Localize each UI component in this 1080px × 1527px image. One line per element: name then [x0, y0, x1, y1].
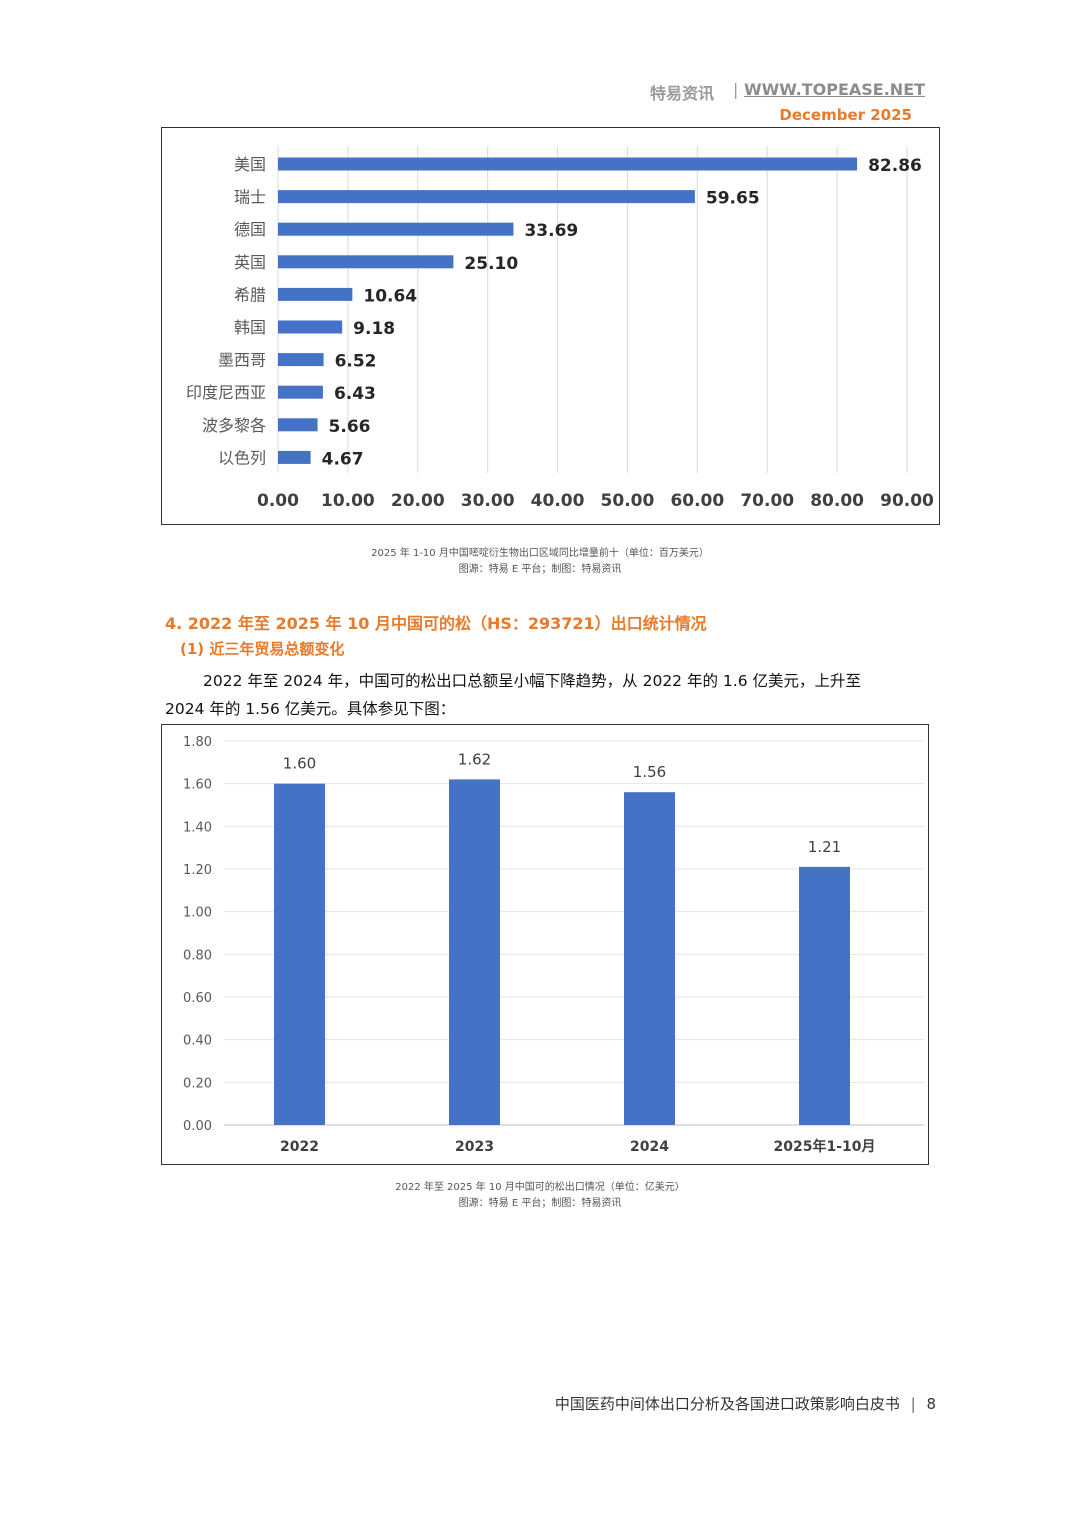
- chart1-bar: [278, 287, 353, 301]
- footer-title: 中国医药中间体出口分析及各国进口政策影响白皮书: [554, 1395, 900, 1413]
- chart1-x-tick-label: 90.00: [880, 491, 934, 511]
- chart2-data-label: 1.60: [283, 755, 316, 773]
- chart2-y-tick-label: 1.40: [183, 820, 212, 835]
- chart2-caption: 2022 年至 2025 年 10 月中国可的松出口情况（单位：亿美元） 图源：…: [0, 1180, 1080, 1212]
- chart2-data-label: 1.62: [458, 750, 491, 768]
- chart1-category-label: 墨西哥: [218, 351, 266, 370]
- chart1-x-tick-label: 30.00: [461, 491, 515, 511]
- chart1-data-label: 6.43: [334, 384, 376, 404]
- chart2-bar: [624, 792, 675, 1125]
- chart1-bar: [278, 418, 318, 432]
- chart1-category-label: 德国: [234, 220, 266, 239]
- header-separator: |: [733, 80, 739, 99]
- chart2-y-tick-label: 1.20: [183, 863, 212, 878]
- chart1-bar: [278, 190, 695, 204]
- chart2-bar: [449, 779, 500, 1125]
- page-number: 8: [926, 1395, 936, 1413]
- chart2-bar: [274, 783, 325, 1125]
- chart2-x-category-label: 2025年1-10月: [774, 1138, 876, 1155]
- chart1-data-label: 10.64: [363, 286, 417, 306]
- chart1-x-tick-label: 50.00: [601, 491, 655, 511]
- chart1-bar: [278, 320, 343, 334]
- chart1-category-label: 波多黎各: [202, 416, 266, 435]
- chart2-data-label: 1.21: [808, 838, 841, 856]
- chart1-x-tick-label: 60.00: [670, 491, 724, 511]
- chart1-caption-title: 2025 年 1-10 月中国嘧啶衍生物出口区域同比增量前十（单位：百万美元）: [371, 548, 709, 559]
- chart2-frame: 0.00 0.20 0.40 0.60 0.80 1.00 1.20 1.40 1.60 1.80…: [161, 724, 929, 1165]
- chart1-category-label: 印度尼西亚: [186, 383, 266, 402]
- chart2-y-tick-label: 0.20: [183, 1076, 212, 1091]
- chart2-data-label: 1.56: [633, 763, 666, 781]
- chart1-x-tick-label: 10.00: [321, 491, 375, 511]
- chart1-bar: [278, 157, 858, 171]
- chart2-caption-title: 2022 年至 2025 年 10 月中国可的松出口情况（单位：亿美元）: [395, 1182, 685, 1193]
- chart1-data-label: 5.66: [329, 417, 371, 437]
- chart1-data-label: 82.86: [868, 156, 922, 176]
- header-brand: 特易资讯: [650, 84, 715, 103]
- section-subheading: (1) 近三年贸易总额变化: [180, 640, 345, 658]
- footer: 中国医药中间体出口分析及各国进口政策影响白皮书 | 8: [555, 1393, 936, 1414]
- chart2-x-category-label: 2023: [455, 1139, 494, 1155]
- chart1-caption-source: 图源：特易 E 平台；制图：特易资讯: [458, 564, 622, 575]
- chart1-category-label: 英国: [234, 253, 266, 272]
- chart1-bar: [278, 450, 311, 464]
- chart2-vertical-bar: 0.00 0.20 0.40 0.60 0.80 1.00 1.20 1.40 1.60 1.80…: [183, 735, 924, 1155]
- chart1-data-label: 4.67: [322, 449, 364, 469]
- chart1-data-label: 59.65: [706, 189, 760, 209]
- chart2-y-tick-label: 0.40: [183, 1034, 212, 1049]
- chart1-x-tick-label: 0.00: [257, 491, 299, 511]
- chart1-data-label: 33.69: [524, 221, 578, 241]
- chart2-y-tick-label: 1.60: [183, 778, 212, 793]
- chart1-category-label: 以色列: [218, 448, 266, 467]
- section-paragraph-text: 2022 年至 2024 年，中国可的松出口总额呈小幅下降趋势，从 2022 年…: [165, 672, 861, 718]
- chart2-x-category-label: 2024: [630, 1139, 669, 1155]
- chart1-category-label: 瑞士: [234, 188, 266, 207]
- chart1-x-tick-label: 40.00: [531, 491, 585, 511]
- chart1-category-label: 韩国: [234, 318, 266, 337]
- chart2-y-tick-label: 0.00: [183, 1119, 212, 1134]
- chart1-category-label: 美国: [234, 155, 266, 174]
- chart1-bar: [278, 353, 324, 367]
- chart2-y-tick-label: 1.00: [183, 906, 212, 921]
- chart1-x-tick-label: 70.00: [740, 491, 794, 511]
- chart1-x-tick-label: 20.00: [391, 491, 445, 511]
- header-site-link[interactable]: WWW.TOPEASE.NET: [744, 80, 926, 99]
- chart1-bar: [278, 222, 514, 236]
- chart1-bar: [278, 255, 454, 269]
- chart2-y-tick-label: 1.80: [183, 735, 212, 750]
- section-paragraph: 2022 年至 2024 年，中国可的松出口总额呈小幅下降趋势，从 2022 年…: [165, 667, 905, 723]
- chart1-caption: 2025 年 1-10 月中国嘧啶衍生物出口区域同比增量前十（单位：百万美元） …: [0, 546, 1080, 578]
- chart2-caption-source: 图源：特易 E 平台；制图：特易资讯: [458, 1198, 622, 1209]
- chart2-y-tick-label: 0.60: [183, 991, 212, 1006]
- chart1-x-tick-label: 80.00: [810, 491, 864, 511]
- chart2-bar: [799, 866, 850, 1125]
- chart1-category-label: 希腊: [234, 285, 266, 304]
- chart1-horizontal-bar: 0.00 10.00 20.00 30.00 40.00 50.00 60.00 70.00 8…: [186, 146, 934, 511]
- chart1-bar: [278, 385, 323, 399]
- chart2-x-category-label: 2022: [280, 1139, 319, 1155]
- chart1-frame: 0.00 10.00 20.00 30.00 40.00 50.00 60.00 70.00 8…: [161, 127, 940, 525]
- header-date: December 2025: [779, 106, 912, 124]
- footer-separator: |: [910, 1395, 916, 1413]
- chart1-data-label: 6.52: [335, 352, 377, 372]
- chart1-data-label: 25.10: [464, 254, 518, 274]
- section-heading: 4. 2022 年至 2025 年 10 月中国可的松（HS：293721）出口…: [165, 614, 707, 633]
- chart1-data-label: 9.18: [353, 319, 395, 339]
- chart2-y-tick-label: 0.80: [183, 948, 212, 963]
